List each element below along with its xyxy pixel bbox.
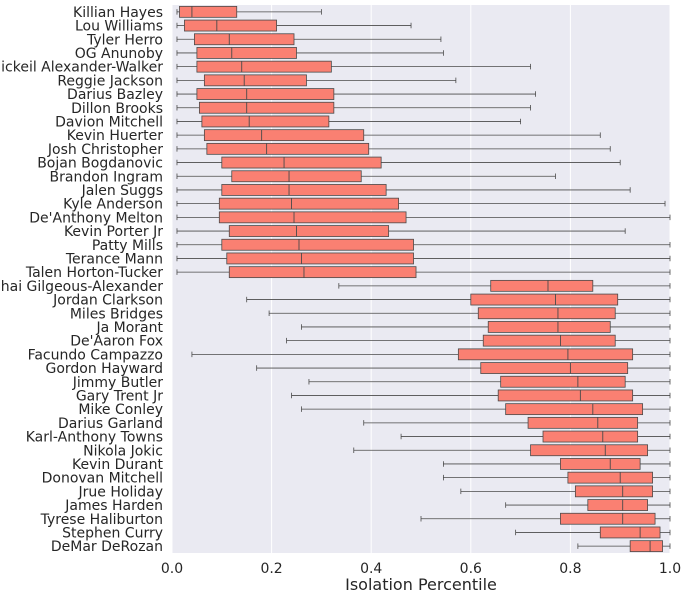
y-tick-label: Dillon Brooks [71,101,163,117]
box [228,266,417,279]
y-tick-label: Stephen Curry [62,525,163,541]
y-tick-label: Gordon Hayward [45,361,163,377]
x-tick-label: 1.0 [659,561,681,577]
y-tick-label: Kyle Anderson [63,197,163,213]
y-tick-label: Patty Mills [92,238,163,254]
y-tick-label: Miles Bridges [70,306,163,322]
y-tick-label: Ja Morant [96,320,164,336]
y-tick-label: Gary Trent Jr [76,388,163,404]
y-tick-label: Nickeil Alexander-Walker [0,60,163,76]
box [629,540,663,553]
box [231,170,362,183]
box [497,389,634,402]
x-tick-labels: 0.0 0.2 0.4 0.6 0.8 1.0 [161,561,681,577]
y-tick-label: Jalen Suggs [81,183,163,199]
box [206,142,370,155]
y-tick-label: Facundo Campazzo [28,347,163,363]
box-layer [179,5,663,553]
x-tick-label: 0.2 [260,561,282,577]
y-tick-label: Jrue Holiday [78,484,163,500]
box [542,430,639,443]
box [221,184,387,196]
box [470,293,619,306]
box [218,211,407,224]
box [201,115,330,128]
x-tick-label: 0.6 [460,561,482,577]
y-tick-label: Lou Williams [75,19,163,35]
y-tick-label: Donovan Mitchell [42,471,163,487]
y-tick-label: Nikola Jokic [83,443,163,459]
y-tick-label: Darius Bazley [67,87,163,103]
box [560,512,656,525]
box [221,238,414,251]
box [198,101,335,114]
y-tick-label: Kevin Huerter [67,128,163,144]
y-tick-label: Davion Mitchell [55,114,163,130]
y-tick-label: Bojan Bogdanovic [37,156,163,172]
y-tick-label: Kevin Porter Jr [64,224,163,240]
y-tick-label: Tyler Herro [86,32,163,48]
y-tick-label: De'Aaron Fox [70,334,163,350]
y-tick-label: Jimmy Butler [72,375,163,391]
y-tick-label: Terance Mann [65,251,163,267]
box [457,348,634,361]
y-tick-label: DeMar DeRozan [51,539,163,555]
box [179,5,238,18]
y-tick-label: Brandon Ingram [50,169,163,185]
y-tick-label: Talen Horton-Tucker [25,265,163,281]
x-tick-label: 0.8 [559,561,581,577]
plot-background [172,5,670,553]
y-tick-label: Jordan Clarkson [52,293,163,309]
whisker-layer [176,9,671,549]
y-tick-label: OG Anunoby [75,46,163,62]
box [490,279,594,292]
box [228,225,390,237]
y-tick-label: Reggie Jackson [57,73,163,89]
x-tick-label: 0.4 [360,561,382,577]
y-tick-label: Shai Gilgeous-Alexander [0,279,163,295]
box [599,526,661,539]
x-tick-label: 0.0 [161,561,183,577]
box [574,485,653,498]
box [196,88,335,100]
box [477,307,616,320]
y-tick-label: Killian Hayes [73,5,163,21]
box [482,334,616,347]
box [221,156,382,169]
y-tick-label: Darius Garland [58,416,163,432]
box [184,19,277,32]
y-tick-label: Josh Christopher [47,142,163,158]
y-tick-label: De'Anthony Melton [29,210,163,226]
box [587,499,648,511]
box [194,33,295,46]
box [196,47,297,59]
y-tick-label: James Harden [64,498,163,514]
y-tick-label: Karl-Anthony Towns [26,430,163,446]
box [203,74,307,87]
y-tick-label: Tyrese Haliburton [40,512,163,528]
box [560,458,641,470]
box [480,362,629,374]
box [567,471,653,484]
x-axis-title: Isolation Percentile [345,575,497,594]
box [218,197,399,210]
box [226,252,414,265]
box [203,129,365,142]
y-tick-label: Kevin Durant [72,457,163,473]
y-tick-label: Mike Conley [78,402,163,418]
box [505,403,644,416]
box [527,416,639,429]
box [500,375,626,388]
box [196,60,332,73]
box [487,321,611,333]
box [530,444,648,457]
